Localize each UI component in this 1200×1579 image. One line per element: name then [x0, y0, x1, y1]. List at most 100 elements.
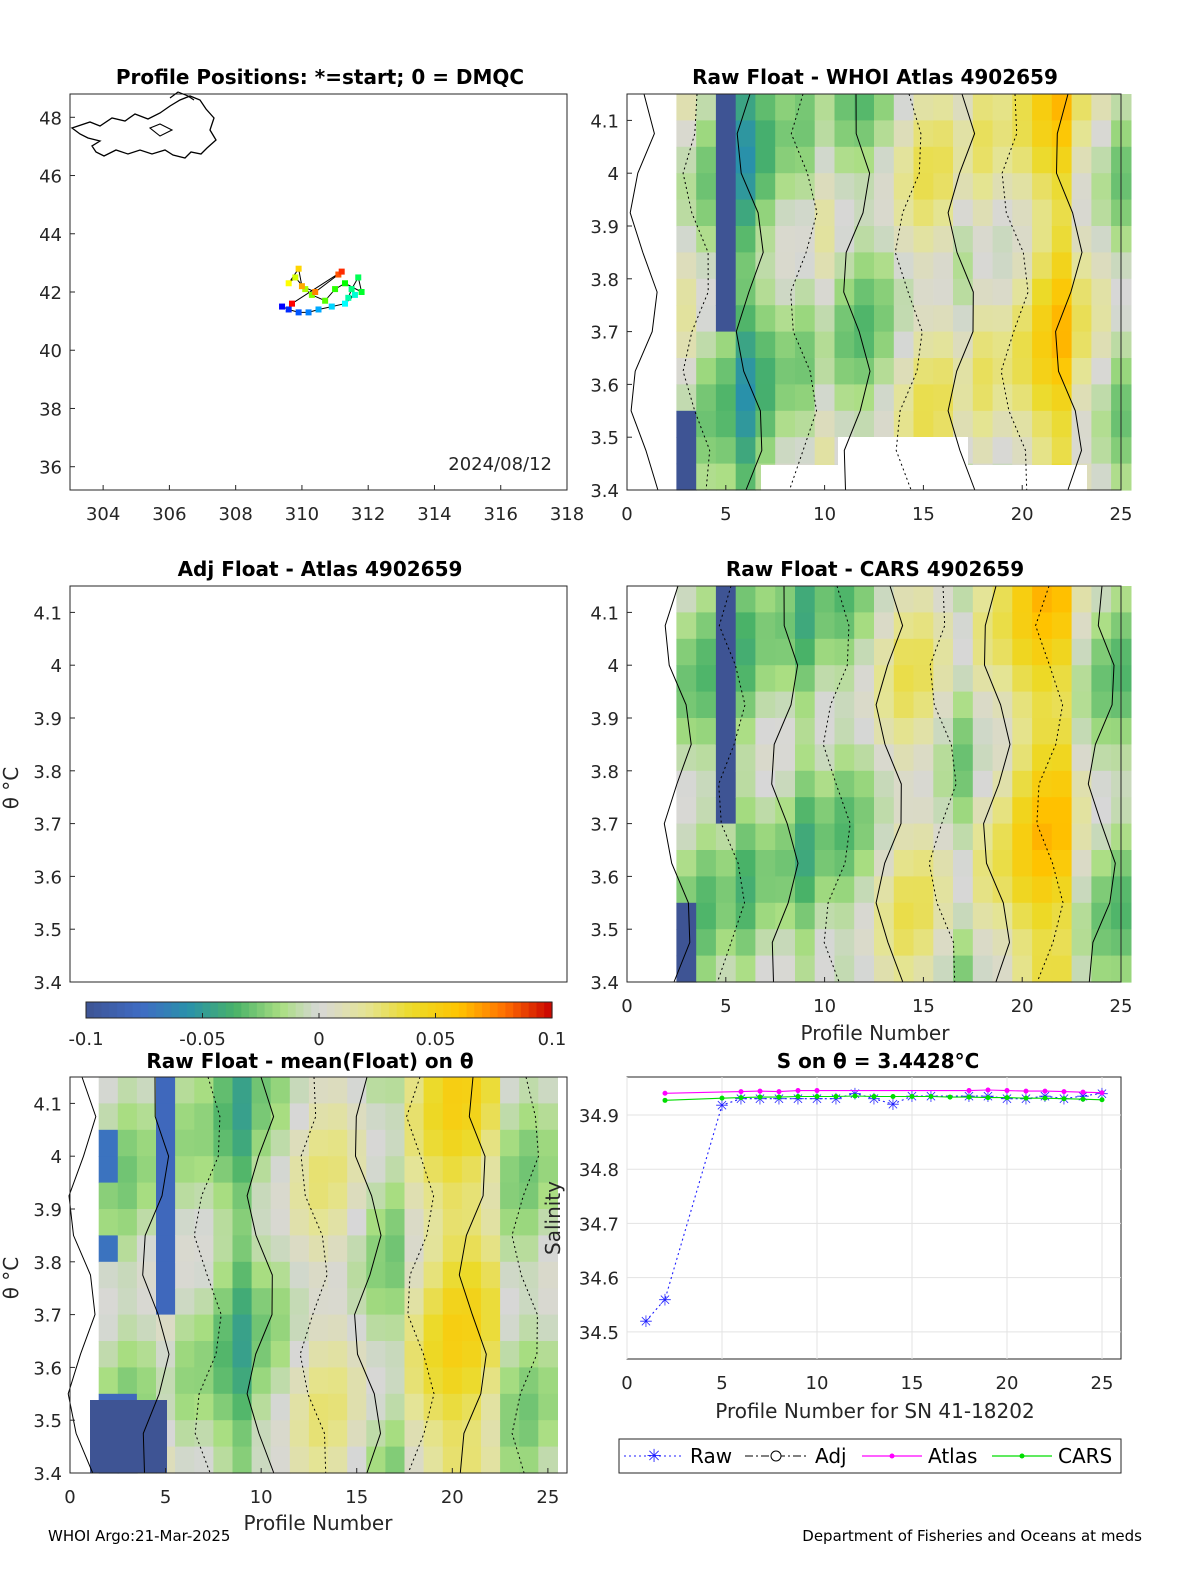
- heatmap-cell: [538, 1103, 558, 1131]
- heatmap-cell: [98, 1129, 119, 1157]
- heatmap-cell: [423, 1103, 444, 1131]
- heatmap-cell: [194, 1156, 214, 1184]
- heatmap-cell: [913, 850, 934, 877]
- heatmap-cell: [1091, 718, 1112, 745]
- cars-title: Raw Float - CARS 4902659: [726, 557, 1024, 581]
- heatmap-cell: [1012, 305, 1033, 333]
- heatmap-cell: [347, 1129, 367, 1157]
- heatmap-cell: [775, 665, 796, 693]
- heatmap-cell: [696, 199, 717, 227]
- heatmap-cell: [854, 823, 875, 851]
- heatmap-cell: [117, 1156, 138, 1184]
- heatmap-cell: [696, 278, 717, 306]
- heatmap-cell: [834, 665, 855, 693]
- series-point-cars: [1042, 1095, 1048, 1101]
- heatmap-cell: [676, 638, 697, 666]
- heatmap-cell: [423, 1261, 444, 1289]
- heatmap-cell: [933, 120, 954, 148]
- profile-position-marker: [285, 306, 292, 313]
- salinity-legend: ✳ Raw Adj Atlas CARS: [618, 1438, 1122, 1474]
- colorbar-tick-label: -0.05: [179, 1029, 226, 1050]
- heatmap-cell: [251, 1103, 272, 1131]
- heatmap-cell: [893, 384, 915, 412]
- x-tick-label: 10: [250, 1487, 273, 1508]
- series-point-cars: [947, 1094, 953, 1100]
- heatmap-cell: [156, 1129, 176, 1157]
- heatmap-cell: [735, 638, 757, 666]
- colorbar-swatch: [171, 1002, 180, 1018]
- heatmap-cell: [755, 612, 776, 640]
- heatmap-cell: [795, 823, 816, 851]
- heatmap-cell: [385, 1182, 406, 1210]
- heatmap-cell: [972, 94, 994, 121]
- heatmap-cell: [933, 612, 954, 640]
- heatmap-cell: [366, 1182, 386, 1210]
- heatmap-cell: [251, 1341, 272, 1368]
- heatmap-cell: [1051, 876, 1073, 904]
- heatmap-cell: [442, 1314, 463, 1342]
- heatmap-cell: [933, 744, 954, 772]
- heatmap-cell: [1071, 691, 1092, 719]
- heatmap-cell: [992, 718, 1013, 745]
- heatmap-cell: [854, 94, 875, 121]
- heatmap-cell: [385, 1314, 406, 1342]
- map-y-tick-label: 42: [39, 283, 62, 304]
- profile-position-marker: [295, 309, 302, 316]
- heatmap-cell: [775, 929, 796, 957]
- heatmap-cell: [814, 226, 836, 253]
- legend-cars-label: CARS: [1058, 1444, 1112, 1468]
- heatmap-cell: [814, 955, 836, 983]
- heatmap-cell: [715, 252, 737, 280]
- series-line-cars: [664, 1095, 1103, 1101]
- heatmap-cell: [500, 1235, 520, 1263]
- heatmap-cell: [755, 955, 776, 983]
- mean-xlabel: Profile Number: [244, 1511, 394, 1535]
- heatmap-cell: [874, 797, 895, 825]
- series-point-atlas: [1004, 1088, 1010, 1094]
- heatmap-cell: [328, 1341, 348, 1368]
- heatmap-cell: [953, 384, 974, 412]
- heatmap-cell: [461, 1314, 482, 1342]
- heatmap-cell: [442, 1446, 463, 1474]
- series-point-cars: [738, 1095, 744, 1101]
- atlas-ticks: 3.4 3.5 3.6 3.7 3.8 3.9 4 4.1 0 5 10 15 20 25: [590, 111, 1132, 525]
- heatmap-cell: [795, 305, 816, 333]
- heatmap-cell: [676, 612, 697, 640]
- heatmap-cell: [933, 902, 954, 930]
- heatmap-cell: [893, 173, 915, 201]
- heatmap-cell: [1071, 173, 1092, 201]
- legend-raw-marker: ✳: [646, 1446, 661, 1467]
- salinity-x-tick-label: 5: [716, 1373, 727, 1394]
- heatmap-cell: [755, 94, 776, 121]
- heatmap-cell: [213, 1393, 234, 1421]
- heatmap-cell: [854, 929, 875, 957]
- heatmap-cell: [156, 1314, 176, 1342]
- contour-line: [947, 93, 976, 491]
- heatmap-cell: [676, 770, 697, 798]
- heatmap-cell: [795, 331, 816, 359]
- heatmap-cell: [755, 410, 776, 438]
- heatmap-cell: [481, 1182, 501, 1210]
- y-tick-label: 4.1: [590, 603, 619, 624]
- heatmap-cell: [854, 850, 875, 877]
- heatmap-cell: [156, 1341, 176, 1368]
- colorbar-swatch: [311, 1002, 320, 1018]
- heatmap-cell: [854, 410, 875, 438]
- colorbar-swatch: [513, 1002, 522, 1018]
- heatmap-cell: [328, 1103, 348, 1131]
- salinity-xlabel: Profile Number for SN 41-18202: [715, 1399, 1034, 1423]
- heatmap-cell: [270, 1261, 291, 1289]
- colorbar-swatch: [396, 1002, 406, 1018]
- heatmap-cell: [1091, 252, 1112, 280]
- heatmap-cell: [423, 1129, 444, 1157]
- map-x-tick-label: 314: [417, 504, 451, 525]
- colorbar-swatch: [241, 1002, 250, 1018]
- heatmap-cell: [893, 691, 915, 719]
- x-tick-label: 20: [441, 1487, 464, 1508]
- adj-ylabel: θ °C: [0, 767, 23, 810]
- salinity-x-tick-label: 15: [901, 1373, 924, 1394]
- heatmap-cell: [795, 437, 816, 465]
- heatmap-cell: [117, 1077, 138, 1104]
- salinity-series: ✳✳✳✳✳✳✳✳✳✳✳✳✳✳✳✳✳✳✳✳✳✳: [639, 1084, 1108, 1331]
- heatmap-cell: [953, 146, 974, 174]
